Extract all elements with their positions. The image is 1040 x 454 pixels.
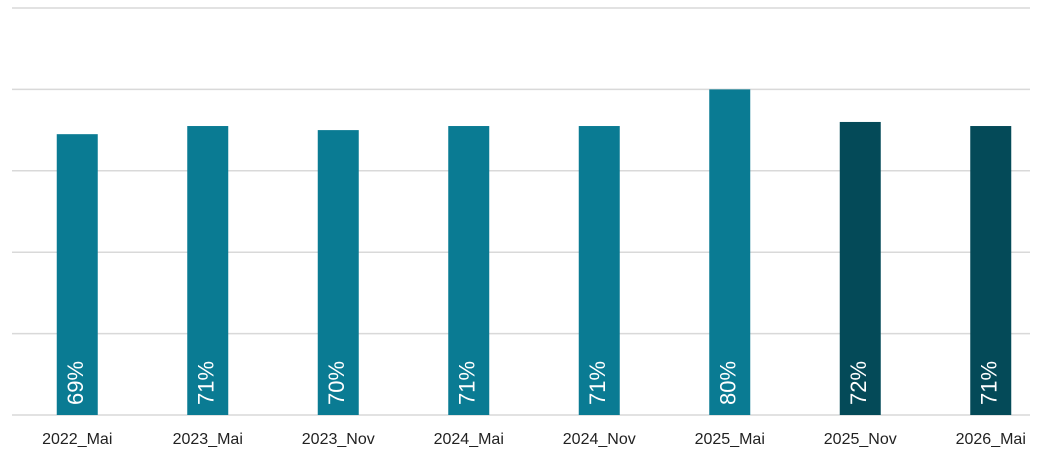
value-label: 72% [846, 361, 871, 405]
x-tick-label: 2024_Nov [563, 431, 636, 448]
bar [578, 126, 620, 415]
bar [839, 121, 881, 416]
x-tick-label: 2023_Mai [173, 431, 243, 448]
bar [56, 134, 98, 416]
value-label: 70% [324, 361, 349, 405]
bar [448, 126, 490, 415]
value-label: 71% [977, 361, 1002, 405]
value-label: 71% [455, 361, 480, 405]
value-label: 69% [63, 361, 88, 405]
value-label: 71% [585, 361, 610, 405]
value-label: 71% [194, 361, 219, 405]
bar [709, 89, 751, 416]
x-tick-label: 2025_Mai [695, 431, 765, 448]
x-tick-label: 2023_Nov [302, 431, 375, 448]
value-label: 80% [716, 361, 741, 405]
bar [187, 126, 229, 415]
x-tick-label: 2022_Mai [42, 431, 112, 448]
x-tick-label: 2025_Nov [824, 431, 897, 448]
x-tick-label: 2024_Mai [434, 431, 504, 448]
bar [317, 130, 359, 415]
bar [970, 126, 1012, 415]
x-tick-label: 2026_Mai [956, 431, 1026, 448]
